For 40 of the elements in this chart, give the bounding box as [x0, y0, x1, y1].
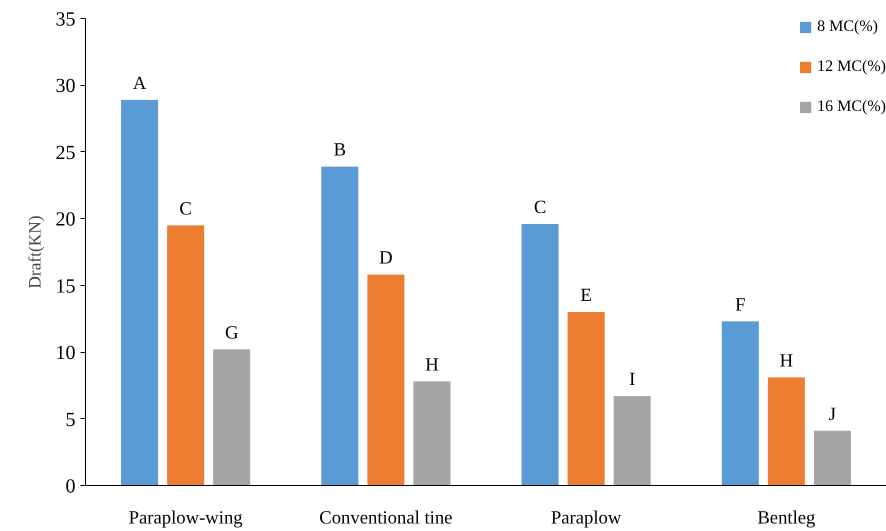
- x-tick-label: Paraplow-wing: [128, 508, 243, 528]
- legend-label: 8 MC(%): [817, 18, 878, 36]
- bar: [614, 396, 651, 486]
- data-label: I: [629, 369, 636, 390]
- data-label: J: [828, 404, 836, 425]
- data-label: D: [379, 248, 393, 269]
- bar: [522, 224, 559, 486]
- bar: [814, 430, 851, 486]
- data-label: C: [179, 198, 192, 220]
- legend-label: 16 MC(%): [817, 98, 886, 116]
- y-tick-label: 30: [56, 75, 76, 98]
- y-tick-label: 5: [66, 408, 76, 431]
- bar: [167, 225, 204, 486]
- y-tick-label: 15: [56, 275, 76, 298]
- data-label: C: [534, 196, 546, 218]
- bar: [121, 100, 158, 486]
- bar: [722, 321, 759, 486]
- legend-label: 12 MC(%): [817, 58, 886, 76]
- x-tick-label: Bentleg: [757, 508, 816, 528]
- data-label: G: [224, 322, 238, 344]
- data-label: E: [580, 285, 592, 306]
- bar: [213, 349, 250, 486]
- y-tick-label: 10: [56, 342, 76, 364]
- data-label: H: [425, 354, 439, 376]
- data-label: F: [735, 294, 746, 316]
- y-tick-label: 20: [56, 208, 76, 231]
- y-axis-title: Draft(KN): [26, 215, 44, 289]
- bar: [413, 381, 450, 486]
- y-tick-label: 0: [66, 476, 76, 498]
- bar: [768, 377, 805, 486]
- x-tick-label: Conventional tine: [319, 508, 452, 528]
- data-label: B: [334, 140, 346, 161]
- data-label: A: [132, 72, 147, 94]
- bar: [367, 274, 404, 486]
- x-tick-label: Paraplow: [550, 508, 622, 528]
- y-tick-label: 25: [56, 142, 76, 164]
- y-tick-label: 35: [56, 8, 76, 30]
- bar: [321, 166, 358, 486]
- bar: [568, 312, 605, 486]
- data-label: H: [780, 350, 794, 372]
